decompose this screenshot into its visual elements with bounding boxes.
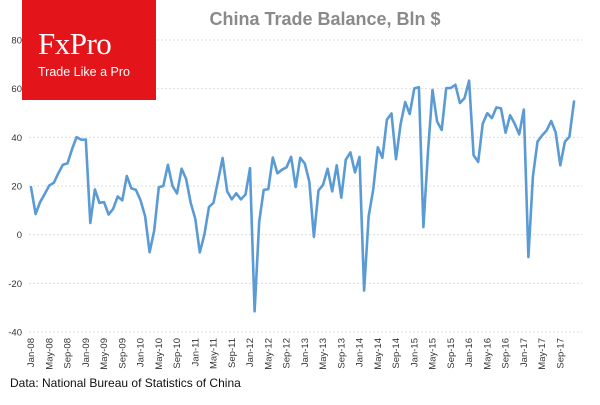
x-tick-label: Jan-13 [300, 338, 311, 367]
x-tick-label: Jan-12 [245, 338, 256, 367]
x-tick-label: Sep-09 [117, 338, 128, 369]
x-tick-label: May-17 [537, 338, 548, 370]
trade-balance-line [29, 79, 576, 313]
x-tick-label: Jan-10 [136, 338, 147, 367]
x-tick-label: Jan-17 [519, 338, 530, 367]
x-tick-label: Sep-16 [501, 338, 512, 369]
x-tick-label: May-13 [318, 338, 329, 370]
x-tick-label: May-12 [263, 338, 274, 370]
x-tick-label: Jan-11 [190, 338, 201, 366]
x-tick-label: Sep-12 [282, 338, 293, 369]
series-layer [29, 79, 576, 313]
x-tick-label: Sep-08 [63, 338, 74, 369]
fxpro-logo: FxPro Trade Like a Pro [22, 0, 156, 100]
y-tick-label: -40 [8, 328, 22, 339]
x-tick-label: Jan-14 [355, 338, 366, 367]
y-tick-label: 80 [11, 36, 22, 47]
y-tick-label: -20 [8, 279, 22, 290]
y-tick-label: 20 [11, 182, 22, 193]
x-tick-label: May-10 [154, 338, 165, 370]
x-tick-label: Jan-16 [464, 338, 475, 367]
x-tick-label: Sep-11 [227, 338, 238, 368]
x-tick-label: Sep-10 [172, 338, 183, 369]
y-tick-label: 40 [11, 133, 22, 144]
chart-title: China Trade Balance, Bln $ [209, 9, 440, 29]
x-tick-label: Sep-17 [555, 338, 566, 369]
x-tick-label: May-11 [209, 338, 220, 369]
source-note: Data: National Bureau of Statistics of C… [10, 376, 241, 390]
x-tick-label: Jan-08 [26, 338, 37, 367]
x-axis-ticks: Jan-08 May-08 Sep-08 Jan-09 May-09 Sep-09 Jan-… [26, 338, 566, 370]
y-tick-label: 60 [11, 84, 22, 95]
logo-tagline: Trade Like a Pro [38, 65, 130, 79]
x-tick-label: Sep-15 [446, 338, 457, 369]
y-tick-label: 0 [17, 230, 22, 241]
x-tick-label: Sep-13 [336, 338, 347, 369]
logo-text: FxPro [38, 26, 112, 61]
x-tick-label: May-15 [428, 338, 439, 370]
x-tick-label: May-09 [99, 338, 110, 370]
x-tick-label: May-16 [482, 338, 493, 370]
y-axis-ticks: -40 -20 0 20 40 60 80 [8, 36, 22, 339]
x-tick-label: May-14 [373, 338, 384, 370]
x-tick-label: May-08 [44, 338, 55, 370]
x-tick-label: Jan-15 [409, 338, 420, 367]
x-tick-label: Jan-09 [81, 338, 92, 367]
x-tick-label: Sep-14 [391, 338, 402, 369]
